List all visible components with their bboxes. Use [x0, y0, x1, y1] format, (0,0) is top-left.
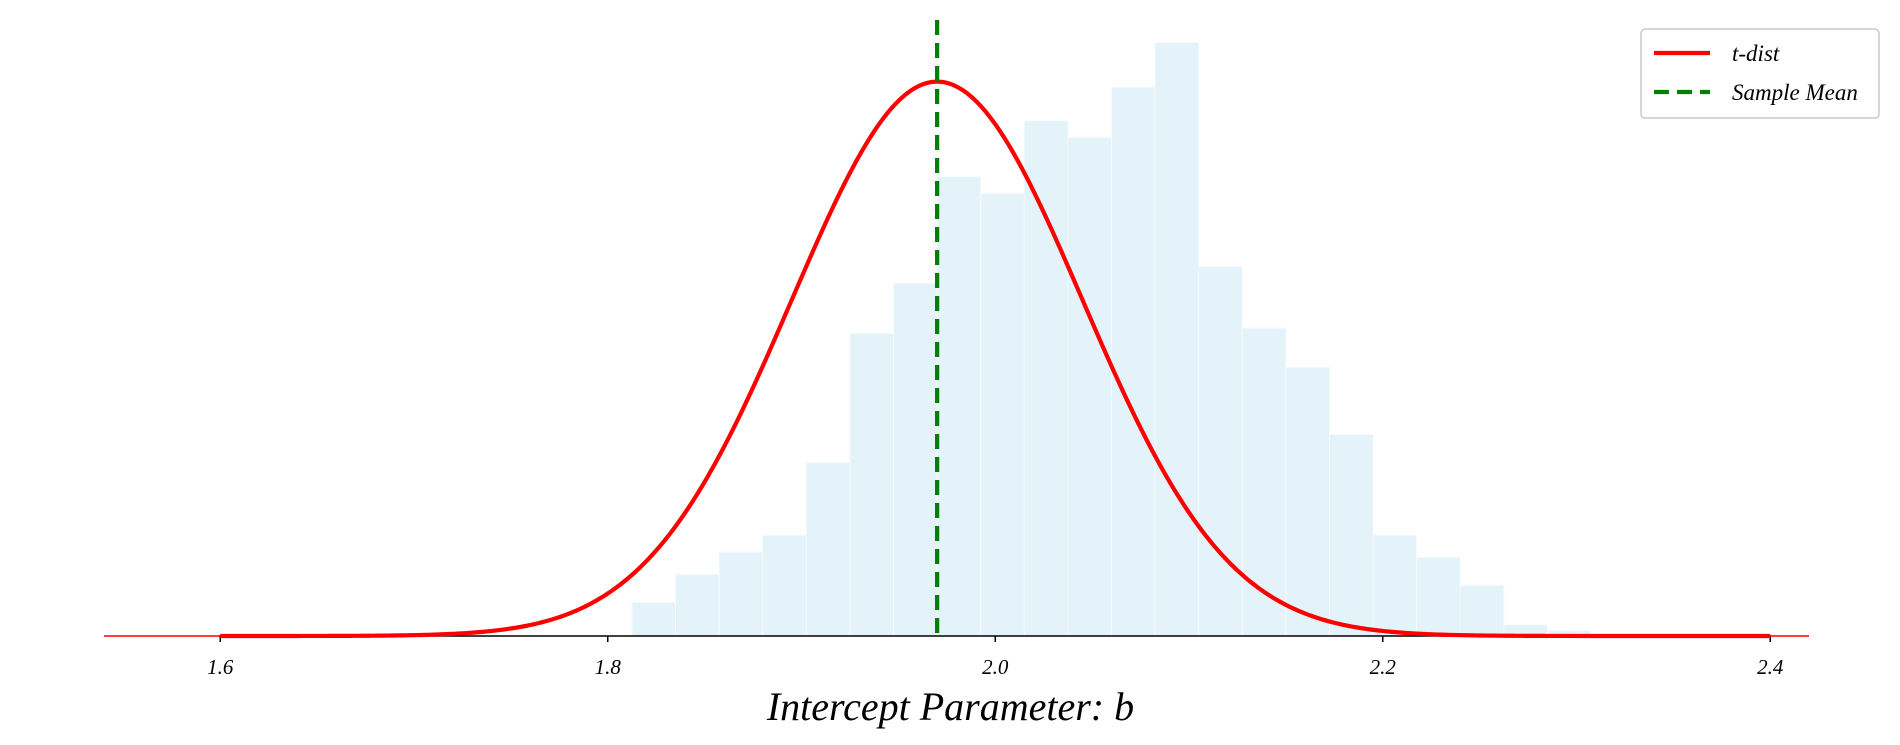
histogram-bar	[893, 282, 938, 637]
histogram-bar	[1023, 120, 1069, 637]
histogram-bar	[762, 534, 807, 637]
histogram-bar	[1372, 534, 1418, 637]
histogram-bar	[1198, 265, 1243, 637]
histogram-bar	[1067, 137, 1112, 637]
histogram-bars	[631, 41, 1592, 637]
x-tick-label: 1.8	[595, 655, 622, 679]
x-tick-label: 2.0	[982, 655, 1009, 679]
x-ticks: 1.6 1.8 2.0 2.2 2.4	[207, 636, 1784, 679]
histogram-bar	[1328, 433, 1374, 637]
histogram-bar	[675, 573, 720, 637]
histogram-bar	[1111, 86, 1156, 637]
x-tick-label: 2.4	[1757, 655, 1784, 679]
histogram-bar	[1459, 585, 1505, 637]
x-axis-title: Intercept Parameter: b	[766, 684, 1134, 729]
legend-label-t-dist: t-dist	[1732, 41, 1780, 66]
histogram-bar	[980, 193, 1025, 637]
histogram-bar	[805, 461, 851, 637]
histogram-bar	[631, 601, 677, 637]
legend-label-sample-mean: Sample Mean	[1732, 80, 1858, 105]
histogram-bar	[936, 176, 982, 637]
t-dist-curve	[220, 79, 1771, 639]
x-tick-label: 2.2	[1370, 655, 1397, 679]
x-tick-label: 1.6	[207, 655, 234, 679]
histogram-bar	[1154, 41, 1200, 637]
histogram-bar	[718, 551, 764, 637]
histogram-bar	[1285, 366, 1330, 637]
histogram-bar	[849, 333, 895, 637]
legend: t-dist Sample Mean	[1640, 28, 1880, 119]
histogram-bar	[1416, 557, 1461, 637]
